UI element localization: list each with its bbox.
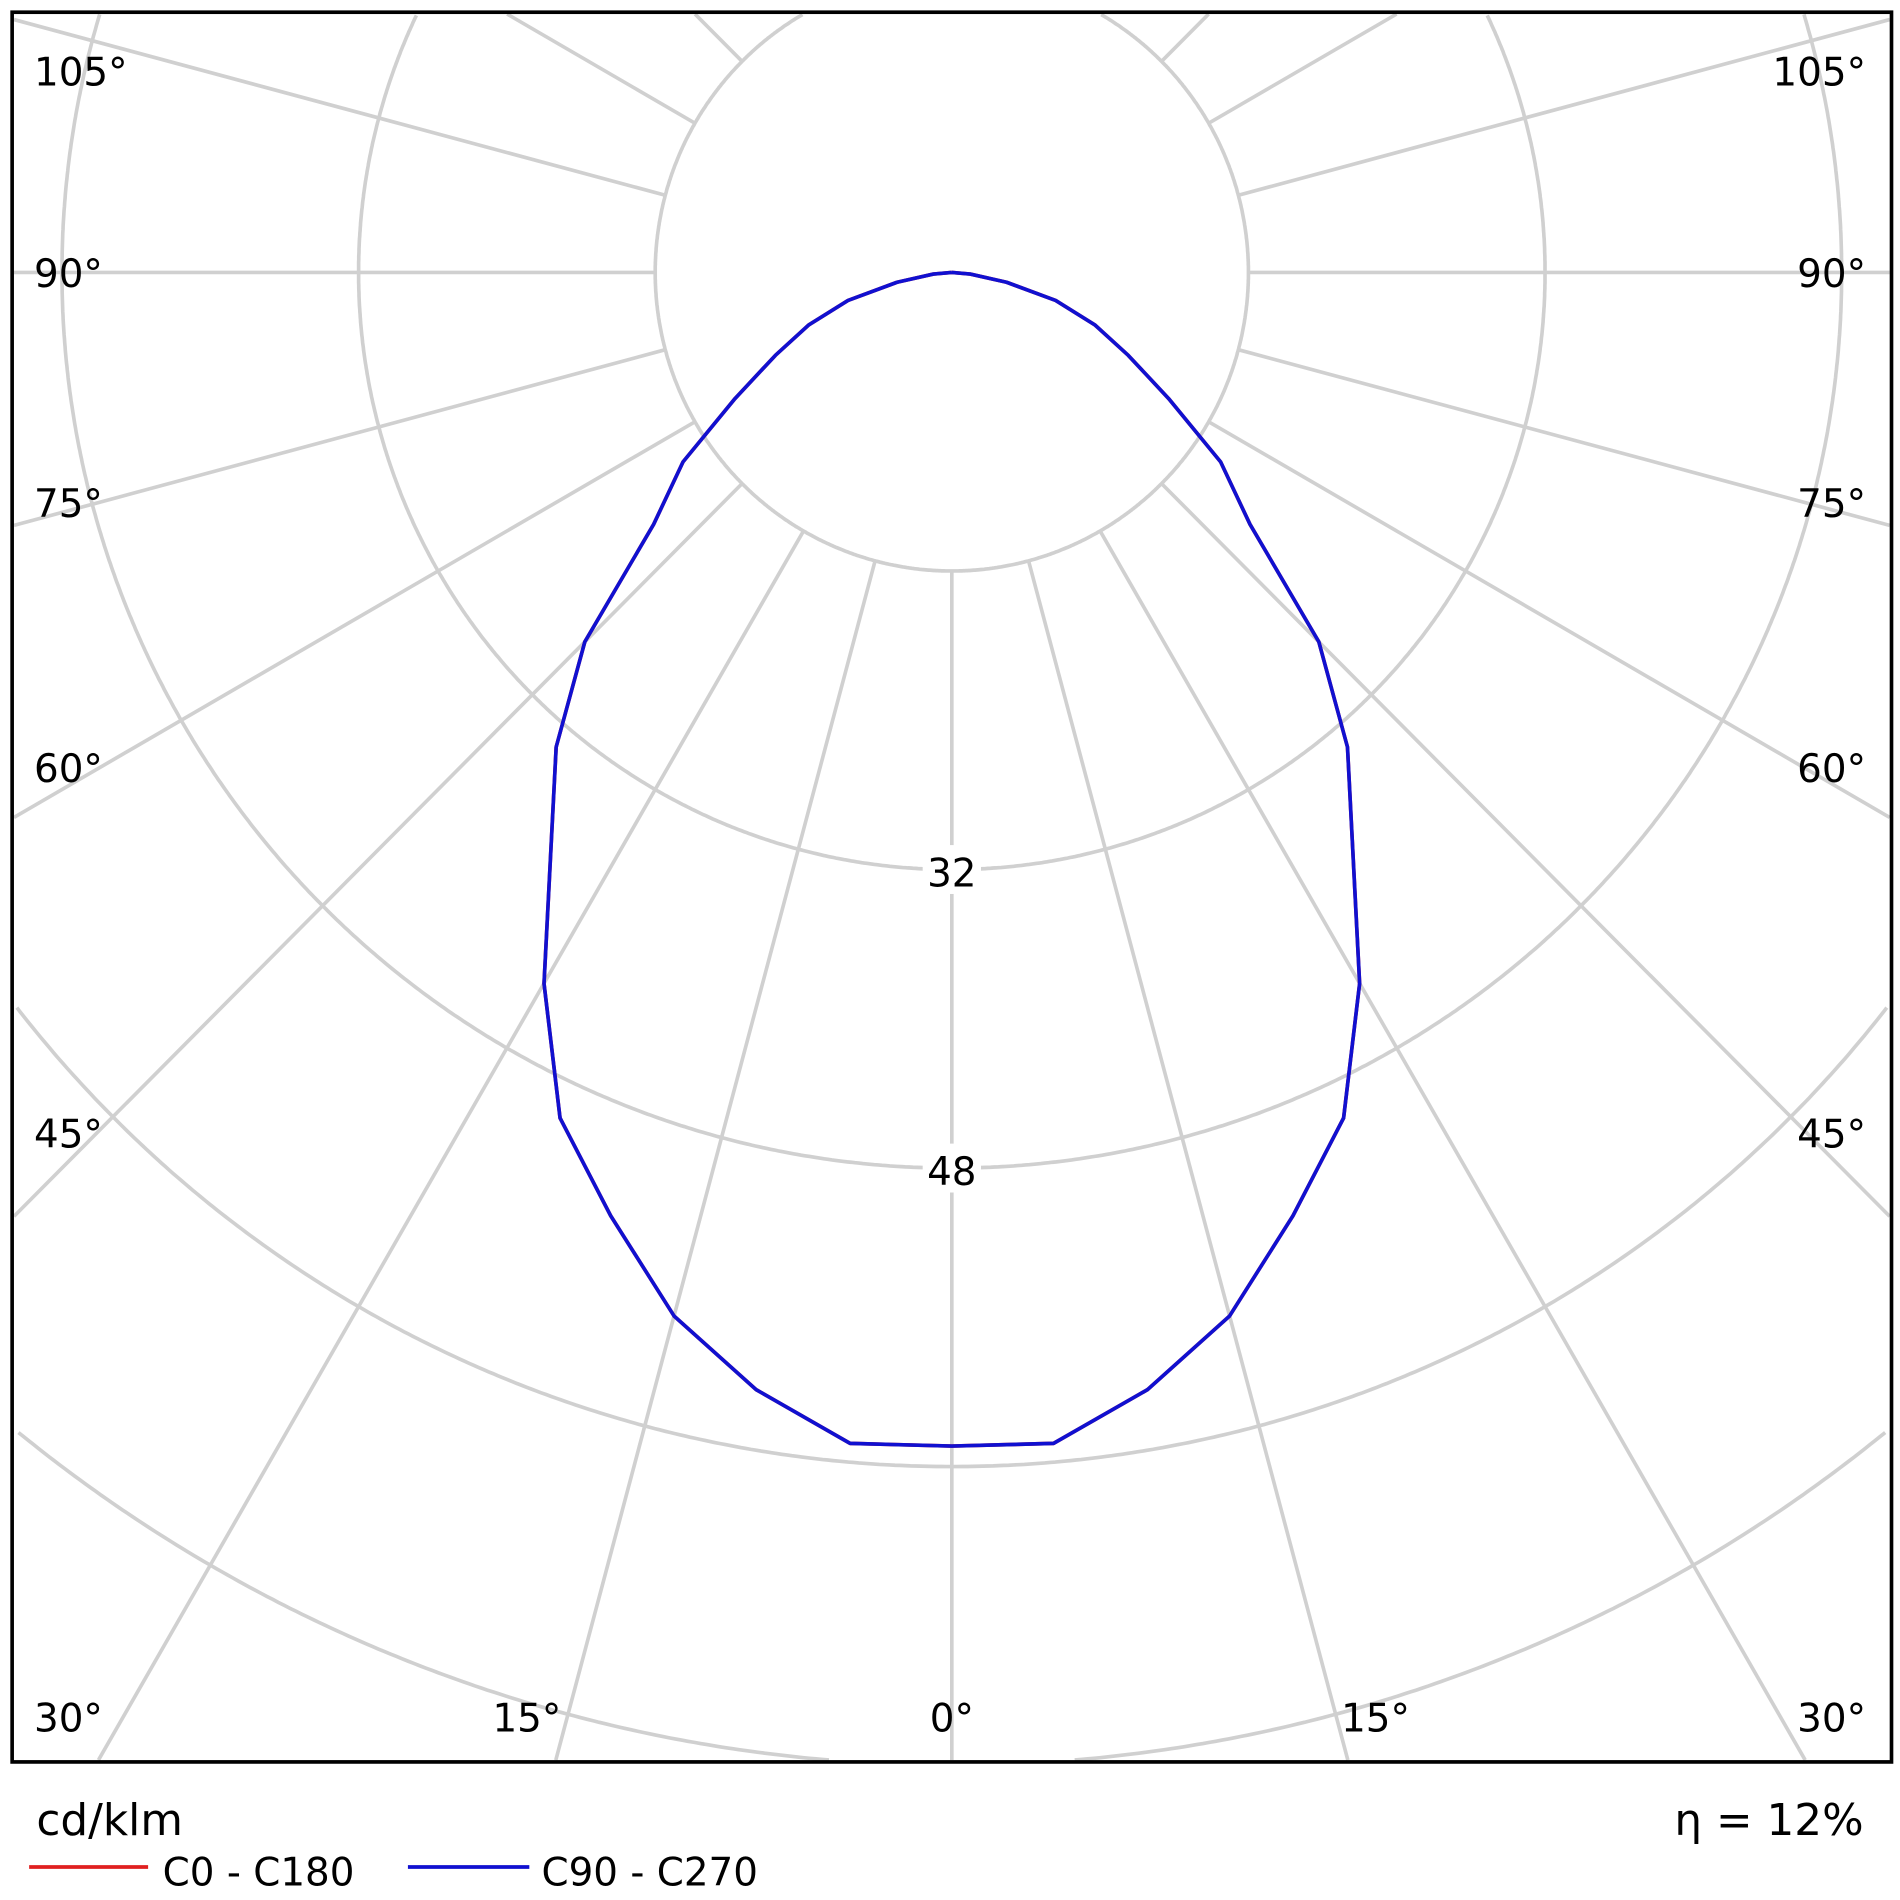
grid-spoke--15	[554, 560, 877, 1761]
grid-spoke-30	[1098, 530, 1807, 1762]
bottom-angle-label: 15°	[492, 1696, 561, 1741]
ring-label: 32	[927, 852, 976, 897]
right-angle-label: 30°	[1797, 1696, 1866, 1741]
grid-spoke-15	[1026, 560, 1350, 1761]
grid-spoke-45	[1160, 482, 1891, 1218]
grid-spoke--60	[13, 420, 696, 820]
left-angle-label: 90°	[34, 252, 103, 297]
grid-ring-64	[15, 1006, 1889, 1469]
right-angle-label: 105°	[1772, 50, 1866, 95]
grid-spoke-105	[1237, 17, 1891, 198]
curves	[542, 270, 1362, 1448]
axis-labels: 32 48 105° 90° 75° 60° 45° 30° 105° 90° 75° 60° 45° 3…	[34, 50, 1866, 1741]
bottom-angle-label: 15°	[1341, 1696, 1410, 1741]
bottom-angle-label: 0°	[930, 1696, 974, 1741]
grid-ring-16	[653, 13, 1251, 573]
left-angle-label: 30°	[34, 1696, 103, 1741]
grid-ring-80	[17, 1431, 1887, 1762]
grid-ring-32	[356, 14, 1547, 872]
grid-spoke-135	[1160, 12, 1210, 63]
grid-spoke-75	[1237, 347, 1891, 528]
grid-spoke--75	[13, 347, 666, 528]
right-angle-label: 45°	[1797, 1112, 1866, 1157]
legend-label-c90-c270: C90 - C270	[541, 1850, 758, 1895]
ring-label: 48	[927, 1150, 976, 1195]
right-angle-label: 75°	[1797, 482, 1866, 527]
legend-label-c0-c180: C0 - C180	[163, 1850, 355, 1895]
grid-spoke-120	[1207, 12, 1398, 125]
unit-label: cd/klm	[36, 1795, 182, 1846]
grid-ring-48	[60, 13, 1844, 1170]
ring-label-bg	[922, 845, 981, 894]
ring-label-bg	[922, 1143, 981, 1193]
right-angle-label: 90°	[1797, 252, 1866, 297]
grid-spoke-60	[1207, 420, 1891, 820]
left-angle-label: 60°	[34, 747, 103, 792]
grid	[12, 12, 1891, 1762]
grid-spoke--135	[693, 12, 744, 63]
left-angle-label: 45°	[34, 1112, 103, 1157]
left-angle-label: 105°	[34, 50, 128, 95]
grid-spoke--30	[96, 530, 806, 1762]
grid-spoke--105	[13, 17, 666, 198]
right-angle-label: 60°	[1797, 747, 1866, 792]
left-angle-label: 75°	[34, 482, 103, 527]
grid-spoke--120	[506, 12, 696, 125]
efficiency-label: η = 12%	[1674, 1795, 1863, 1846]
series-curve-C90-C270	[542, 270, 1362, 1448]
grid-spoke--45	[12, 482, 744, 1218]
plot-frame	[10, 10, 1894, 1764]
